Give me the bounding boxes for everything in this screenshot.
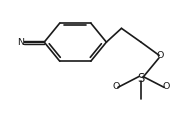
Text: O: O xyxy=(157,51,164,60)
Text: O: O xyxy=(112,82,120,91)
Text: S: S xyxy=(137,72,145,85)
Text: O: O xyxy=(162,82,170,91)
Text: N: N xyxy=(17,38,24,47)
